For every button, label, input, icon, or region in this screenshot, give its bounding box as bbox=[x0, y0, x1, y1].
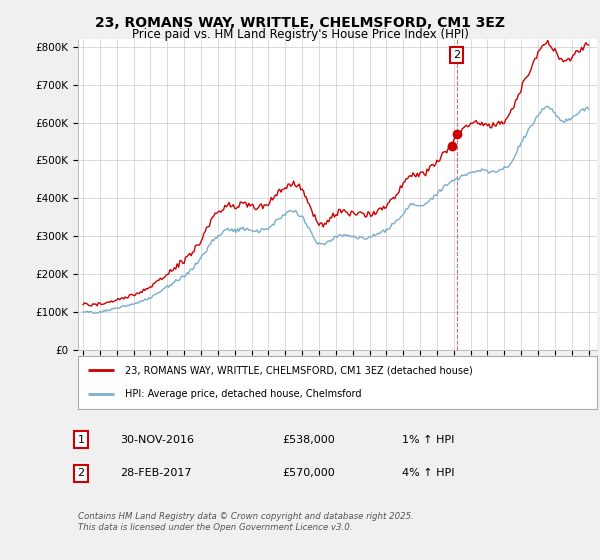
Text: 30-NOV-2016: 30-NOV-2016 bbox=[120, 435, 194, 445]
Text: 28-FEB-2017: 28-FEB-2017 bbox=[120, 468, 191, 478]
Text: £570,000: £570,000 bbox=[282, 468, 335, 478]
Text: 23, ROMANS WAY, WRITTLE, CHELMSFORD, CM1 3EZ: 23, ROMANS WAY, WRITTLE, CHELMSFORD, CM1… bbox=[95, 16, 505, 30]
Text: Price paid vs. HM Land Registry's House Price Index (HPI): Price paid vs. HM Land Registry's House … bbox=[131, 28, 469, 41]
Text: £538,000: £538,000 bbox=[282, 435, 335, 445]
Text: 1: 1 bbox=[77, 435, 85, 445]
Text: 4% ↑ HPI: 4% ↑ HPI bbox=[402, 468, 455, 478]
Text: Contains HM Land Registry data © Crown copyright and database right 2025.
This d: Contains HM Land Registry data © Crown c… bbox=[78, 512, 414, 532]
Text: 23, ROMANS WAY, WRITTLE, CHELMSFORD, CM1 3EZ (detached house): 23, ROMANS WAY, WRITTLE, CHELMSFORD, CM1… bbox=[125, 366, 472, 376]
Text: 1% ↑ HPI: 1% ↑ HPI bbox=[402, 435, 454, 445]
Text: 2: 2 bbox=[77, 468, 85, 478]
Text: 2: 2 bbox=[453, 50, 460, 60]
Text: HPI: Average price, detached house, Chelmsford: HPI: Average price, detached house, Chel… bbox=[125, 389, 361, 399]
